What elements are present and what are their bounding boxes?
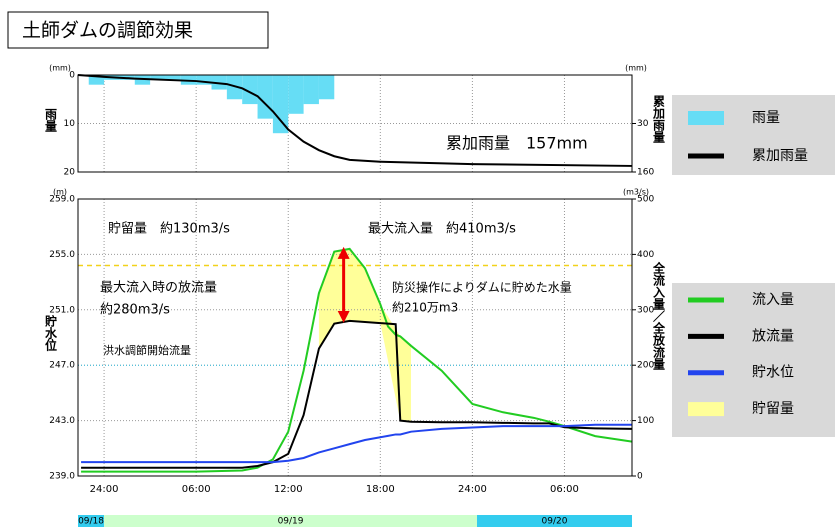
legend-swatch [688,402,724,417]
x-tick-label: 18:00 [366,484,395,495]
legend-label: 貯留量 [752,401,794,417]
series-line [81,247,633,473]
rain-bar [88,75,105,85]
y2-tick-label: 300 [637,305,654,315]
annotation: 防災操作によりダムに貯めた水量 [392,280,572,295]
rain-bar [318,75,335,100]
series-line [77,74,633,167]
rain-bar [211,75,227,90]
x-tick-label: 06:00 [550,484,579,495]
legend-swatch [688,111,724,125]
annotation: 累加雨量 157mm [446,134,588,153]
y2-unit: (m3/s) [623,188,649,197]
legend-label: 雨量 [752,110,780,126]
annotation: 貯留量 約130m3/s [108,222,230,237]
plot-area [78,199,632,476]
y2-tick-label: 0 [637,472,643,482]
y2-tick-label: 100 [637,416,654,426]
annotation: 約280m3/s [100,303,170,318]
annotation: 約210万m3 [392,300,458,315]
y2-unit: (mm) [625,64,647,73]
y-tick-label: 259.0 [49,195,75,205]
rain-bar [165,75,181,80]
y-tick-label: 239.0 [49,472,75,482]
date-label: 09/20 [542,517,568,527]
y-axis-label: 雨量 [44,108,58,132]
y2-tick-label: 400 [637,250,654,260]
y-tick-label: 243.0 [49,416,75,426]
legend-label: 放流量 [752,328,794,344]
x-tick-label: 12:00 [274,484,303,495]
y-tick-label: 251.0 [49,305,75,315]
legend-label: 累加雨量 [752,148,808,164]
y-tick-label: 0 [69,71,75,81]
annotation: 最大流入時の放流量 [100,281,217,296]
date-segment [104,515,478,527]
series-line [81,319,633,469]
flood-line-label: 洪水調節開始流量 [103,343,191,357]
legend-box [672,95,835,175]
y2-tick-label: 30 [637,119,649,129]
y2-axis-label: 累加雨量 [652,95,666,143]
y2-axis-label: 全流入量／全放流量 [652,261,666,370]
plot-frame [77,198,633,477]
date-label: 09/18 [78,517,104,527]
x-tick-label: 06:00 [182,484,211,495]
date-segment [477,515,632,527]
rain-bar [150,75,166,80]
x-tick-label: 24:00 [458,484,487,495]
y-unit: (mm) [49,64,71,73]
x-tick-label: 24:00 [90,484,119,495]
rain-bar [242,75,258,105]
y-unit: (m) [53,188,67,197]
series-line [81,423,632,464]
date-segment [78,515,105,527]
y-axis-label: 貯水位 [44,314,58,352]
y-tick-label: 247.0 [49,361,75,371]
y-tick-label: 255.0 [49,250,75,260]
plot-frame [77,74,633,173]
rain-bar [257,75,273,119]
y2-tick-label: 160 [637,168,654,178]
annotation-box [430,125,625,161]
rain-bar [272,75,289,134]
title-box [7,11,269,49]
annotation: 最大流入量 約410m3/s [368,222,516,237]
date-label: 09/19 [278,517,304,527]
y-tick-label: 10 [64,119,76,129]
y2-tick-label: 500 [637,195,654,205]
rain-bar [196,75,212,85]
legend-label: 貯水位 [752,365,794,381]
title: 土師ダムの調節効果 [22,20,193,42]
y2-tick-label: 200 [637,361,654,371]
rain-bar [303,75,319,105]
rain-bar [288,75,304,114]
legend-label: 流入量 [752,292,794,308]
y-tick-label: 20 [64,168,76,178]
